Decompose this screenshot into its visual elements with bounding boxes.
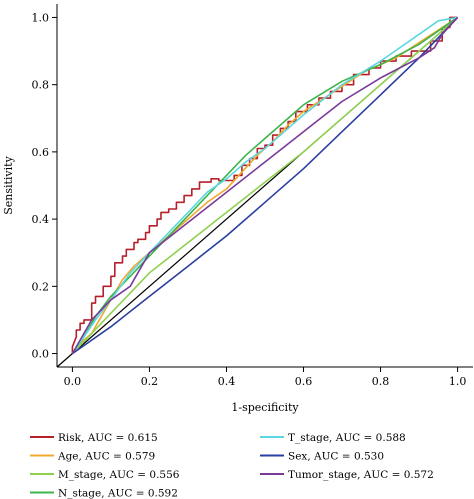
plot-area [56, 16, 459, 368]
roc-series-line-6 [71, 16, 459, 354]
legend-entry: M_stage, AUC = 0.556 [58, 469, 180, 481]
legend-entry: T_stage, AUC = 0.588 [288, 432, 406, 444]
legend-entry: N_stage, AUC = 0.592 [58, 488, 178, 499]
roc-series-line-2 [71, 16, 459, 355]
x-axis-title: 1-specificity [231, 401, 299, 414]
y-axis-title: Sensitivity [2, 155, 15, 214]
x-tick-label: 0.4 [218, 375, 236, 388]
y-tick-label: 1.0 [32, 11, 50, 24]
y-tick-label: 0.8 [32, 79, 50, 92]
x-tick-label: 0.2 [141, 375, 159, 388]
roc-series-line-5 [71, 16, 459, 355]
legend: Risk, AUC = 0.615 Age, AUC = 0.579 M_stage… [30, 432, 434, 499]
y-tick-label: 0.4 [32, 213, 50, 226]
roc-series-line-0 [71, 16, 458, 354]
x-tick-label: 1.0 [449, 375, 467, 388]
y-tick-label: 0.6 [32, 146, 50, 159]
y-tick-label: 0.0 [32, 348, 50, 361]
legend-entry: Tumor_stage, AUC = 0.572 [288, 469, 434, 481]
x-tick-label: 0.8 [372, 375, 390, 388]
x-tick-label: 0.0 [64, 375, 82, 388]
x-tick-label: 0.6 [295, 375, 313, 388]
y-tick-label: 0.2 [32, 280, 50, 293]
legend-entry: Sex, AUC = 0.530 [288, 451, 384, 463]
legend-entry: Risk, AUC = 0.615 [58, 432, 158, 444]
legend-entry: Age, AUC = 0.579 [57, 451, 155, 463]
axes: 0.0 0.2 0.4 0.6 0.8 1.0 0.0 0.2 0.4 0.6 0.8 1.0 [32, 4, 473, 388]
